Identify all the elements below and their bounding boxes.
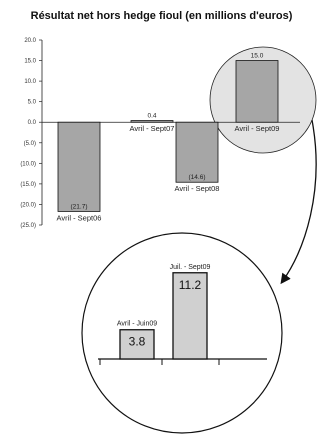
y-tick-label: (10.0) xyxy=(20,161,36,167)
bar-value-label: (21.7) xyxy=(71,203,88,210)
bar xyxy=(57,121,101,212)
bar xyxy=(130,120,174,123)
bar xyxy=(235,60,279,123)
zoom-bar xyxy=(119,329,155,360)
category-label: Avril - Sept09 xyxy=(235,124,280,133)
bar xyxy=(175,121,219,183)
category-label: Avril - Sept06 xyxy=(57,213,102,222)
y-tick-label: (20.0) xyxy=(20,202,36,208)
zoom-category-label: Avril - Juin09 xyxy=(117,321,157,328)
main-chart: 20.0 15.0 10.0 5.0 0.0 (5.0) (10.0) (15.0) (20.0… xyxy=(20,38,317,285)
y-tick-label: 20.0 xyxy=(24,38,36,44)
connector-arrow xyxy=(280,119,317,285)
y-tick-label: (25.0) xyxy=(20,223,36,229)
zoom-bar-value-label: 11.2 xyxy=(179,278,202,292)
bar-value-label: (14.6) xyxy=(189,174,206,181)
y-tick-label: 10.0 xyxy=(24,79,36,85)
zoom-bar xyxy=(172,272,208,360)
chart-title: Résultat net hors hedge fioul (en millio… xyxy=(30,10,293,22)
zoom-bar-value-label: 3.8 xyxy=(129,335,146,349)
y-tick-label: (15.0) xyxy=(20,182,36,188)
zoom-chart: Avril - Juin09 3.8 Juil. - Sept09 11.2 xyxy=(81,232,283,434)
y-tick-label: 15.0 xyxy=(24,59,36,65)
zoom-category-label: Juil. - Sept09 xyxy=(170,264,211,271)
bar-value-label: 0.4 xyxy=(147,113,156,120)
category-label: Avril - Sept07 xyxy=(130,124,175,133)
bar-value-label: 15.0 xyxy=(251,53,264,60)
y-tick-label: 5.0 xyxy=(28,100,37,106)
y-tick-label: (5.0) xyxy=(24,141,36,147)
y-tick-label: 0.0 xyxy=(28,120,37,126)
category-label: Avril - Sept08 xyxy=(175,184,220,193)
